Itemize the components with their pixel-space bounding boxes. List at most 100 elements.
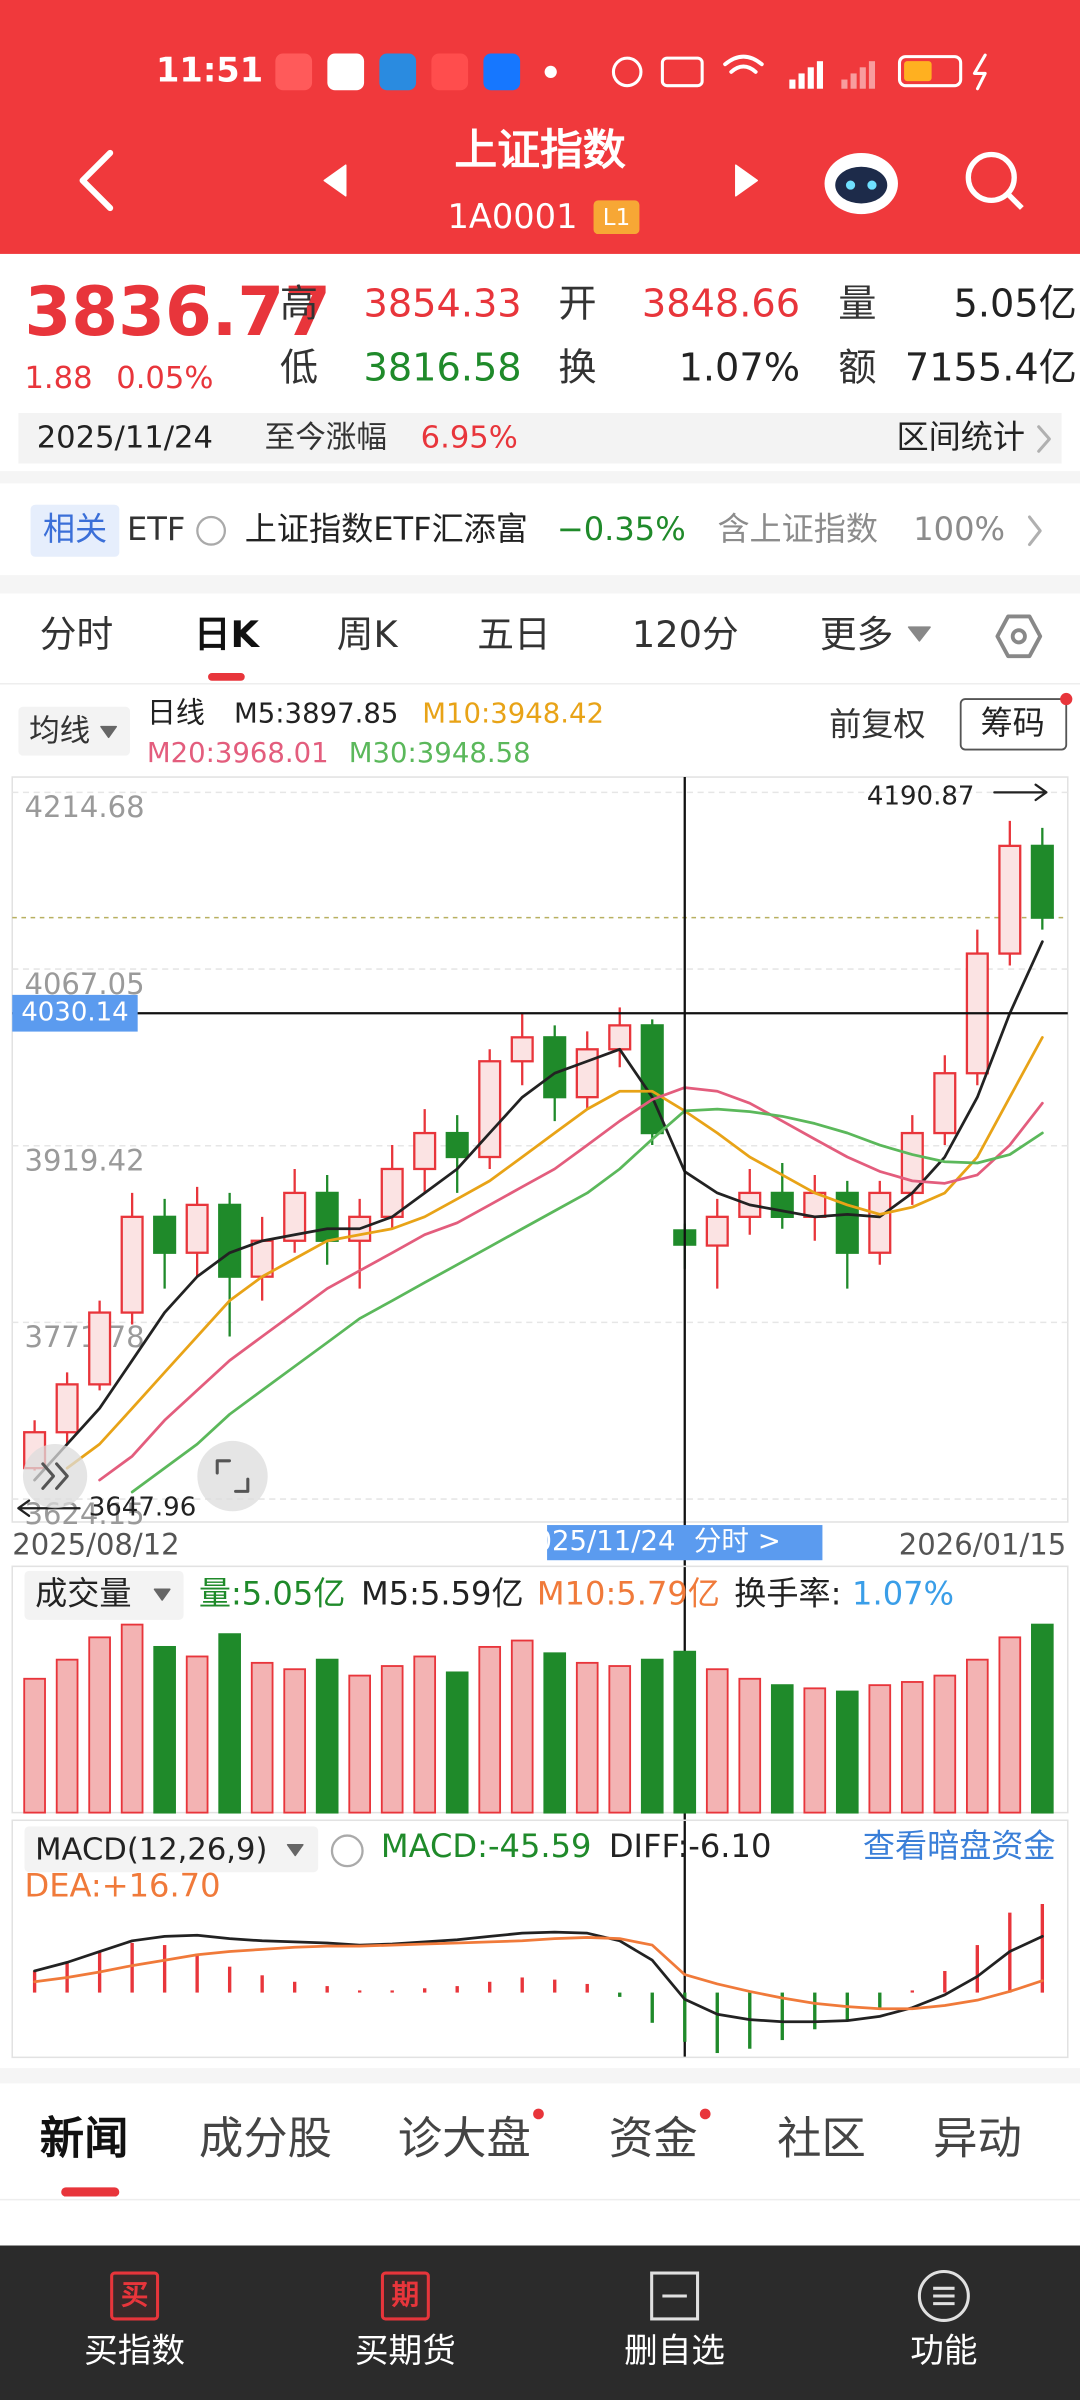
quote-field-value: 7155.4亿	[905, 347, 1077, 391]
search-button[interactable]	[965, 151, 1017, 204]
level-badge-text: L1	[603, 205, 630, 231]
help-icon[interactable]	[196, 515, 227, 546]
volume-bar	[478, 1645, 502, 1814]
candle-body	[478, 1060, 502, 1159]
turnover-label: 换手率:	[734, 1574, 841, 1612]
max-price-arrow	[993, 783, 1048, 802]
collapse-icon	[41, 1462, 69, 1490]
nav-icon-box	[110, 2271, 160, 2321]
quote-field-value: 3848.66	[642, 282, 800, 326]
next-index[interactable]	[735, 164, 758, 197]
status-wifi-icon	[723, 54, 764, 74]
volume-bar	[413, 1655, 437, 1814]
news-tab-underline	[61, 2187, 120, 2197]
adjust-mode[interactable]: 前复权	[829, 706, 925, 744]
period-tab-more[interactable]: 更多	[820, 613, 893, 656]
date-bar	[18, 413, 1062, 464]
header-background	[0, 0, 1080, 254]
back-button[interactable]	[79, 149, 114, 212]
quote-field-value: 1.07%	[679, 347, 800, 391]
settings-icon[interactable]	[995, 614, 1043, 659]
period-tab[interactable]: 分时	[40, 613, 113, 656]
volume-bar	[965, 1658, 989, 1814]
etf-name[interactable]: 上证指数ETF汇添富	[245, 510, 528, 548]
robot-eye	[845, 180, 856, 190]
news-tab[interactable]: 异动	[933, 2113, 1022, 2164]
volume-selector	[24, 1570, 184, 1620]
bottom-nav	[0, 2245, 1080, 2400]
macd-selector-text[interactable]: MACD(12,26,9)	[35, 1832, 267, 1867]
candle-body	[445, 1131, 469, 1159]
search-handle	[1006, 192, 1024, 210]
status-signal-bar	[798, 73, 805, 89]
news-tab[interactable]: 诊大盘	[398, 2113, 531, 2164]
selected-date: 2025/11/24	[37, 421, 213, 456]
ma-button-text[interactable]: 均线	[29, 714, 90, 749]
nav-label[interactable]: 买指数	[84, 2331, 185, 2370]
nav-label[interactable]: 买期货	[355, 2331, 456, 2370]
moving-average-line	[65, 1036, 1044, 1470]
period-tab[interactable]: 日K	[194, 613, 261, 656]
min-price-arrow	[17, 1499, 81, 1518]
page-title: 上证指数	[454, 125, 625, 175]
time-share-link[interactable]: 分时 >	[694, 1525, 781, 1557]
volume-bar	[88, 1636, 111, 1814]
status-dot	[544, 65, 557, 79]
status-app-icon	[379, 53, 417, 91]
period-label: 日线	[147, 695, 205, 729]
news-tab[interactable]: 新闻	[40, 2113, 129, 2164]
macd-stat: MACD:-45.59	[381, 1827, 592, 1865]
crosshair-date-box	[547, 1525, 823, 1561]
etf-tag	[30, 504, 120, 557]
volume-bar	[738, 1677, 762, 1814]
status-alarm-icon	[611, 56, 643, 88]
min-price-label: 3647.96	[89, 1493, 197, 1523]
chips-button-text[interactable]: 筹码	[981, 704, 1045, 742]
volume-bar	[868, 1684, 892, 1814]
y-tick-label: 3919.42	[24, 1144, 144, 1178]
status-signal-bar	[807, 67, 814, 89]
candle-body	[998, 844, 1022, 955]
volume-selector-text[interactable]: 成交量	[35, 1574, 131, 1612]
volume-bar	[1031, 1623, 1054, 1814]
candle-body	[153, 1215, 177, 1254]
divider	[0, 2068, 1080, 2084]
period-tab[interactable]: 周K	[337, 613, 399, 656]
quote-field-label: 开	[558, 282, 596, 326]
nav-label[interactable]: 删自选	[624, 2331, 725, 2370]
volume-bar	[283, 1668, 306, 1814]
volume-stat: 量:5.05亿	[199, 1574, 346, 1612]
volume-caret	[153, 1588, 171, 1601]
dark-pool-link[interactable]: 查看暗盘资金	[863, 1827, 1056, 1865]
fullscreen-button[interactable]	[197, 1440, 268, 1512]
fullscreen-icon	[215, 1459, 250, 1493]
nav-label[interactable]: 功能	[910, 2331, 977, 2370]
period-tab[interactable]: 120分	[632, 613, 739, 656]
chips-button	[959, 698, 1068, 751]
candle-body	[185, 1203, 209, 1254]
battery-outline	[897, 55, 963, 88]
notification-dot	[699, 2108, 711, 2120]
ma-value: M5:3897.85	[234, 697, 398, 729]
status-signal-bar	[859, 67, 866, 89]
y-tick-label: 4214.68	[24, 790, 144, 824]
macd-caret	[286, 1843, 304, 1857]
etf-type: ETF	[127, 510, 185, 548]
period-tab[interactable]: 五日	[477, 613, 550, 656]
gain-label: 至今涨幅	[265, 421, 387, 456]
macd-help-icon[interactable]	[330, 1834, 364, 1868]
interval-stats[interactable]: 区间统计	[896, 418, 1024, 456]
volume-stat: M5:5.59亿	[361, 1574, 524, 1612]
status-app-icon	[327, 53, 365, 91]
macd-stat: DEA:+16.70	[24, 1867, 220, 1905]
previous-index[interactable]	[323, 164, 347, 197]
news-tab[interactable]: 社区	[777, 2113, 866, 2164]
news-tab[interactable]: 成分股	[199, 2113, 332, 2164]
quote-field-value: 3854.33	[364, 282, 522, 326]
candle-body	[413, 1131, 437, 1171]
volume-bar	[185, 1655, 209, 1814]
moving-average-line	[98, 1086, 1044, 1482]
news-tab[interactable]: 资金	[609, 2113, 698, 2164]
volume-bar	[705, 1668, 729, 1814]
ma-value: M30:3948.58	[349, 737, 531, 769]
